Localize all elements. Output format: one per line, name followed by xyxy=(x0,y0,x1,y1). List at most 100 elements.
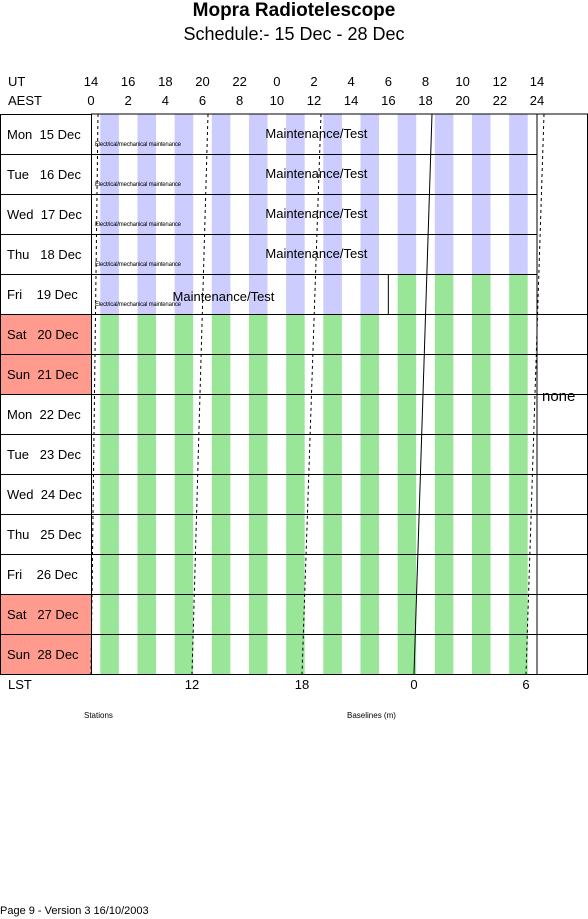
day-label: Sat 27 Dec xyxy=(7,607,79,622)
schedule-stripe xyxy=(471,434,491,474)
weekend-cell xyxy=(0,594,91,634)
schedule-stripe xyxy=(174,554,194,594)
schedule-stripe xyxy=(360,234,380,274)
schedule-stripe xyxy=(360,194,380,234)
schedule-stripe xyxy=(434,594,454,634)
day-label: Tue 16 Dec xyxy=(7,167,81,182)
schedule-stripe xyxy=(323,594,342,634)
tick-label: 14 xyxy=(343,93,359,108)
schedule-stripe xyxy=(471,154,491,194)
schedule-stripe xyxy=(323,434,342,474)
tick-label: 6 xyxy=(384,74,392,89)
schedule-stripe xyxy=(211,314,231,354)
day-label: Fri 19 Dec xyxy=(7,287,78,302)
schedule-stripe xyxy=(434,114,454,154)
schedule-stripe xyxy=(248,434,268,474)
schedule-stripe xyxy=(248,634,268,674)
schedule-stripe xyxy=(397,594,417,634)
schedule-stripe xyxy=(397,234,417,274)
schedule-stripe xyxy=(509,234,528,274)
schedule-stripe xyxy=(360,514,380,554)
schedule-stripe xyxy=(323,474,342,514)
schedule-stripe xyxy=(360,634,380,674)
weekend-cell xyxy=(0,634,91,674)
schedule-stripe xyxy=(397,114,417,154)
schedule-stripe xyxy=(248,114,268,154)
schedule-stripe xyxy=(323,234,342,274)
schedule-stripe xyxy=(100,194,119,234)
schedule-stripe xyxy=(137,314,157,354)
schedule-stripe xyxy=(509,554,528,594)
schedule-stripe xyxy=(434,274,454,314)
maintenance-label: Maintenance/Test xyxy=(265,206,368,221)
tick-label: 10 xyxy=(455,74,470,89)
schedule-stripe xyxy=(471,474,491,514)
schedule-stripe xyxy=(323,554,342,594)
schedule-stripe xyxy=(471,194,491,234)
schedule-stripe xyxy=(471,554,491,594)
schedule-stripe xyxy=(434,434,454,474)
tick-label: 4 xyxy=(161,93,169,108)
schedule-stripe xyxy=(211,154,231,194)
schedule-stripe xyxy=(360,434,380,474)
schedule-stripe xyxy=(360,354,380,394)
none-label: none xyxy=(542,388,576,405)
schedule-stripe xyxy=(509,194,528,234)
schedule-stripe xyxy=(286,314,305,354)
schedule-stripe xyxy=(434,154,454,194)
schedule-stripe xyxy=(397,474,417,514)
tick-label: 22 xyxy=(232,74,247,89)
schedule-stripe xyxy=(137,474,157,514)
day-label: Wed 17 Dec xyxy=(7,207,82,222)
schedule-stripe xyxy=(211,514,231,554)
schedule-stripe xyxy=(434,194,454,234)
day-label: Thu 25 Dec xyxy=(7,527,82,542)
schedule-stripe xyxy=(286,474,305,514)
schedule-stripe xyxy=(174,114,194,154)
schedule-stripe xyxy=(286,154,305,194)
schedule-stripe xyxy=(137,114,157,154)
day-label: Thu 18 Dec xyxy=(7,247,82,262)
schedule-stripe xyxy=(211,634,231,674)
schedule-stripe xyxy=(100,314,119,354)
tick-label: 18 xyxy=(158,74,173,89)
schedule-stripe xyxy=(248,554,268,594)
schedule-stripe xyxy=(100,354,119,394)
schedule-stripe xyxy=(211,434,231,474)
schedule-stripe xyxy=(100,434,119,474)
schedule-stripe xyxy=(360,314,380,354)
schedule-stripe xyxy=(100,474,119,514)
schedule-stripe xyxy=(509,434,528,474)
tick-label: 10 xyxy=(269,93,285,108)
schedule-stripe xyxy=(248,274,268,314)
schedule-stripe xyxy=(100,154,119,194)
lst-tick-label: 6 xyxy=(522,677,530,692)
maintenance-label: Maintenance/Test xyxy=(265,166,368,181)
schedule-stripe xyxy=(323,634,342,674)
schedule-stripe xyxy=(286,114,305,154)
schedule-stripe xyxy=(397,354,417,394)
tick-label: 18 xyxy=(418,93,433,108)
schedule-stripe xyxy=(397,274,417,314)
aest-label: AEST xyxy=(8,93,42,108)
tick-label: 2 xyxy=(124,93,132,108)
schedule-stripe xyxy=(174,634,194,674)
schedule-stripe xyxy=(248,194,268,234)
schedule-stripe xyxy=(397,394,417,434)
schedule-stripe xyxy=(211,114,231,154)
schedule-stripe xyxy=(248,474,268,514)
schedule-stripe xyxy=(471,594,491,634)
schedule-stripe xyxy=(471,634,491,674)
schedule-stripe xyxy=(248,314,268,354)
day-label: Sat 20 Dec xyxy=(7,327,79,342)
schedule-stripe xyxy=(174,514,194,554)
schedule-stripe xyxy=(248,394,268,434)
schedule-stripe xyxy=(471,274,491,314)
footer-text: Page 9 - Version 3 16/10/2003 xyxy=(0,905,149,917)
schedule-stripe xyxy=(211,474,231,514)
schedule-stripe xyxy=(137,434,157,474)
schedule-stripe xyxy=(509,114,528,154)
schedule-stripe xyxy=(509,354,528,394)
schedule-stripe xyxy=(471,394,491,434)
schedule-stripe xyxy=(323,394,342,434)
